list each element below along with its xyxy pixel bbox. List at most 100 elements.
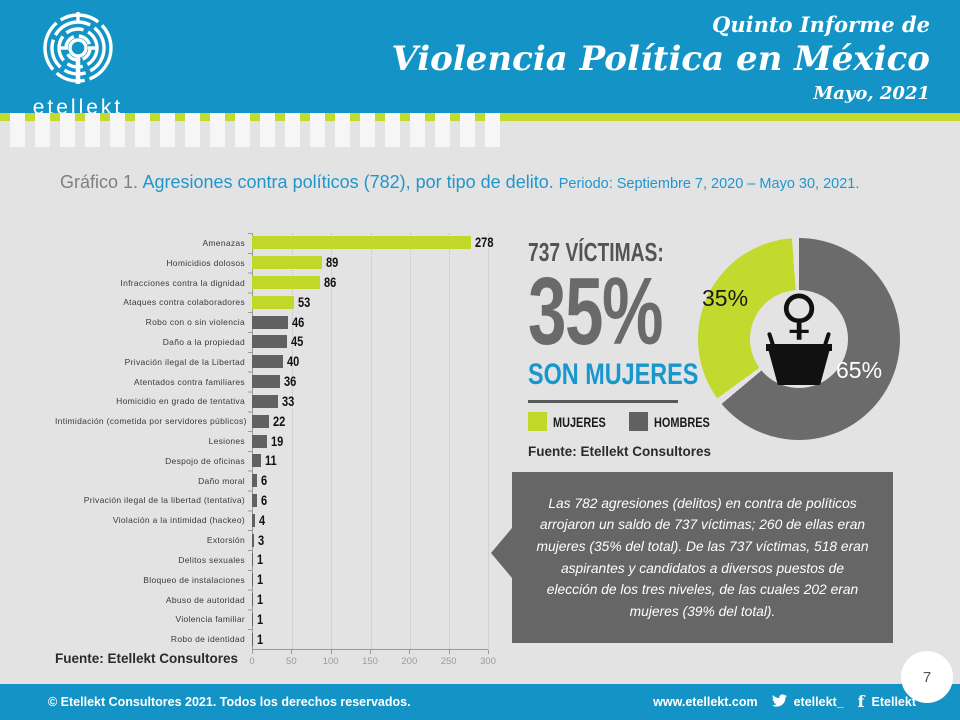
- graph-title-period: Periodo: Septiembre 7, 2020 – Mayo 30, 2…: [558, 176, 860, 192]
- x-axis-tick-label: 250: [440, 656, 457, 667]
- twitter-icon: [771, 693, 787, 711]
- category-label: Homicidios dolosos: [166, 257, 245, 268]
- bar: [252, 315, 289, 329]
- bar: [252, 375, 281, 389]
- x-axis-tick-label: 150: [362, 656, 378, 667]
- category-label: Daño moral: [198, 475, 245, 486]
- graph-title-prefix: Gráfico 1.: [60, 172, 139, 192]
- chart-row: Delitos sexuales 1: [55, 550, 488, 570]
- graph-title: Gráfico 1. Agresiones contra políticos (…: [60, 170, 912, 195]
- chart-row: Privación ilegal de la libertad (tentati…: [55, 491, 488, 511]
- legend-swatch: [628, 412, 648, 432]
- bar: [252, 573, 253, 587]
- facebook-link[interactable]: f Etellekt: [858, 694, 916, 710]
- bar: [252, 236, 471, 250]
- bar: [252, 632, 253, 646]
- bar-value-label: 6: [260, 473, 267, 489]
- bar-value-label: 19: [270, 433, 284, 449]
- podium-icon: [768, 351, 830, 385]
- bar-value-label: 86: [323, 275, 336, 291]
- report-subtitle: Quinto Informe de: [712, 12, 930, 37]
- website-link[interactable]: www.etellekt.com: [653, 695, 757, 709]
- x-axis-tick: [448, 650, 450, 654]
- x-axis-tick-label: 0: [249, 656, 255, 667]
- twitter-link[interactable]: etellekt_: [771, 693, 844, 711]
- bar-value-label: 3: [258, 532, 265, 548]
- category-label: Privación ilegal de la libertad (tentati…: [83, 495, 245, 506]
- bar-chart: Amenazas 278 Homicidios dolosos 89 Infraccio…: [55, 233, 493, 649]
- bar: [252, 493, 257, 507]
- chart-row: Homicidios dolosos 89: [55, 253, 488, 273]
- category-label: Daño a la propiedad: [162, 336, 245, 347]
- category-label: Extorsión: [206, 535, 245, 546]
- chart-row: Amenazas 278: [55, 233, 493, 253]
- accent-divider: [0, 113, 960, 121]
- bar-value-label: 1: [256, 631, 263, 647]
- callout-pointer-icon: [491, 528, 512, 578]
- bar: [252, 295, 294, 309]
- gridline: [331, 233, 333, 649]
- category-label: Ataques contra colaboradores: [123, 297, 245, 308]
- bar-value-label: 46: [292, 314, 305, 330]
- category-label: Infracciones contra la dignidad: [120, 277, 245, 288]
- labyrinth-logo-icon: [22, 8, 134, 94]
- victims-subline: SON MUJERES: [528, 358, 699, 392]
- bar-value-label: 33: [281, 393, 295, 409]
- website-text: www.etellekt.com: [653, 695, 758, 709]
- bar-value-label: 36: [284, 374, 297, 390]
- report-title: Violencia Política en México: [391, 39, 930, 79]
- bar: [252, 276, 320, 290]
- chart-row: Ataques contra colaboradores 53: [55, 292, 488, 312]
- chart-row: Privación ilegal de la Libertad 40: [55, 352, 488, 372]
- chart-row: Intimidación (cometida por servidores pú…: [55, 411, 488, 431]
- callout-text: Las 782 agresiones (delitos) en contra d…: [536, 495, 869, 619]
- bar-value-label: 11: [264, 453, 277, 469]
- stats-divider: [528, 400, 678, 404]
- chart-row: Bloqueo de instalaciones 1: [55, 570, 488, 590]
- copyright-text: © Etellekt Consultores 2021. Todos los d…: [48, 695, 411, 709]
- chart-source-note: Fuente: Etellekt Consultores: [55, 651, 239, 666]
- facebook-name: Etellekt: [871, 695, 916, 709]
- female-symbol-icon: ♀: [779, 283, 819, 346]
- bar: [252, 474, 257, 488]
- category-label: Robo con o sin violencia: [145, 317, 245, 328]
- victims-big-percent: 35%: [528, 258, 663, 365]
- x-axis-tick: [409, 650, 411, 654]
- bar: [252, 612, 253, 626]
- legend-item: HOMBRES: [628, 412, 726, 432]
- category-label: Lesiones: [208, 436, 245, 447]
- bar-value-label: 1: [256, 552, 263, 568]
- footer: © Etellekt Consultores 2021. Todos los d…: [0, 684, 960, 720]
- bar: [252, 394, 278, 408]
- bar-value-label: 278: [474, 235, 494, 251]
- facebook-icon: f: [857, 692, 865, 711]
- legend-label: HOMBRES: [653, 413, 710, 430]
- bar: [252, 414, 270, 428]
- chart-row: Atentados contra familiares 36: [55, 372, 488, 392]
- bar-value-label: 1: [256, 592, 263, 608]
- chart-row: Violencia familiar 1: [55, 609, 488, 629]
- category-label: Bloqueo de instalaciones: [143, 574, 245, 585]
- x-axis-tick: [370, 650, 371, 654]
- x-axis-tick-label: 300: [480, 656, 496, 667]
- x-axis-tick-label: 200: [401, 656, 418, 667]
- chart-row: Lesiones 19: [55, 431, 488, 451]
- category-label: Atentados contra familiares: [133, 376, 245, 387]
- chart-row: Robo de identidad 1: [55, 629, 488, 649]
- twitter-handle: etellekt_: [793, 695, 844, 709]
- victims-stats-block: 737 VÍCTIMAS: 35% SON MUJERES MUJERES HOM…: [528, 237, 728, 459]
- x-axis: 0 50 100 150 200 250 300: [249, 649, 496, 669]
- bar-value-label: 53: [297, 294, 311, 310]
- gridline: [448, 233, 450, 649]
- bar: [252, 553, 253, 567]
- chart-row: Infracciones contra la dignidad 86: [55, 273, 488, 293]
- chart-row: Robo con o sin violencia 46: [55, 312, 488, 332]
- legend-label: MUJERES: [553, 413, 606, 430]
- summary-callout: Las 782 agresiones (delitos) en contra d…: [491, 472, 893, 643]
- podium-icon: [766, 344, 832, 351]
- page-number-badge: 7: [901, 651, 953, 703]
- chart-row: Despojo de oficinas 11: [55, 451, 488, 471]
- category-label: Violación a la intimidad (hackeo): [112, 515, 245, 526]
- legend-item: MUJERES: [528, 412, 621, 432]
- bar-value-label: 4: [259, 512, 266, 528]
